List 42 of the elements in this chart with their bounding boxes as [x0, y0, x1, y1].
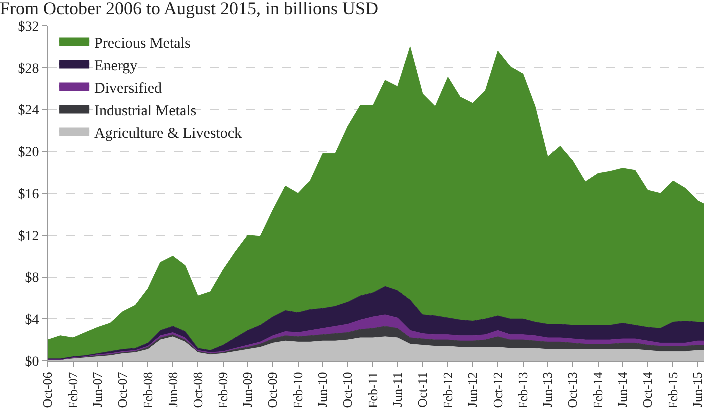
y-tick-label: $16: [18, 187, 40, 202]
y-tick-label: $20: [18, 146, 40, 161]
x-tick-label: Jun-09: [240, 372, 256, 408]
x-tick-label: Jun-12: [465, 372, 480, 408]
x-tick-label: Oct-07: [115, 372, 130, 408]
y-tick-label: $4: [25, 313, 40, 328]
y-tick-label: $32: [18, 20, 40, 35]
legend-label: Precious Metals: [94, 36, 191, 52]
x-tick-label: Jun-08: [165, 372, 180, 408]
x-tick-label: Feb-13: [516, 372, 531, 410]
x-tick-label: Jun-15: [690, 372, 706, 408]
x-tick-label: Oct-12: [490, 372, 506, 408]
legend-label: Industrial Metals: [94, 104, 197, 120]
x-tick-label: Jun-11: [390, 372, 406, 408]
x-tick-label: Oct-13: [565, 372, 580, 408]
x-tick-label: Oct-06: [40, 372, 56, 408]
legend-label: Energy: [94, 58, 138, 75]
x-tick-label: Oct-09: [265, 372, 280, 408]
y-tick-label: $28: [18, 62, 40, 77]
x-tick-label: Oct-08: [190, 372, 206, 408]
y-tick-label: $0: [25, 354, 40, 370]
y-tick-label: $12: [18, 229, 40, 244]
y-tick-label: $8: [25, 271, 40, 286]
x-tick-label: Feb-14: [590, 372, 606, 410]
legend-label: Agriculture & Livestock: [94, 126, 243, 142]
x-tick-label: Jun-07: [90, 372, 106, 408]
x-tick-label: Oct-10: [340, 372, 356, 408]
x-tick-label: Jun-14: [615, 372, 630, 408]
x-tick-label: Feb-12: [440, 372, 456, 410]
x-tick-label: Feb-07: [65, 372, 80, 410]
y-tick-label: $24: [18, 104, 40, 119]
x-tick-label: Feb-08: [140, 372, 156, 410]
x-tick-label: Feb-10: [290, 372, 306, 410]
x-tick-label: Oct-14: [640, 372, 656, 408]
x-tick-label: Jun-13: [540, 372, 556, 408]
x-tick-label: Jun-10: [315, 372, 330, 408]
chart-title: From October 2006 to August 2015, in billions USD: [0, 0, 379, 19]
legend-label: Diversified: [94, 81, 163, 98]
x-tick-label: Oct-11: [415, 372, 430, 408]
x-tick-label: Feb-15: [665, 372, 680, 410]
x-tick-label: Feb-09: [216, 372, 231, 410]
x-tick-label: Feb-11: [365, 372, 380, 409]
